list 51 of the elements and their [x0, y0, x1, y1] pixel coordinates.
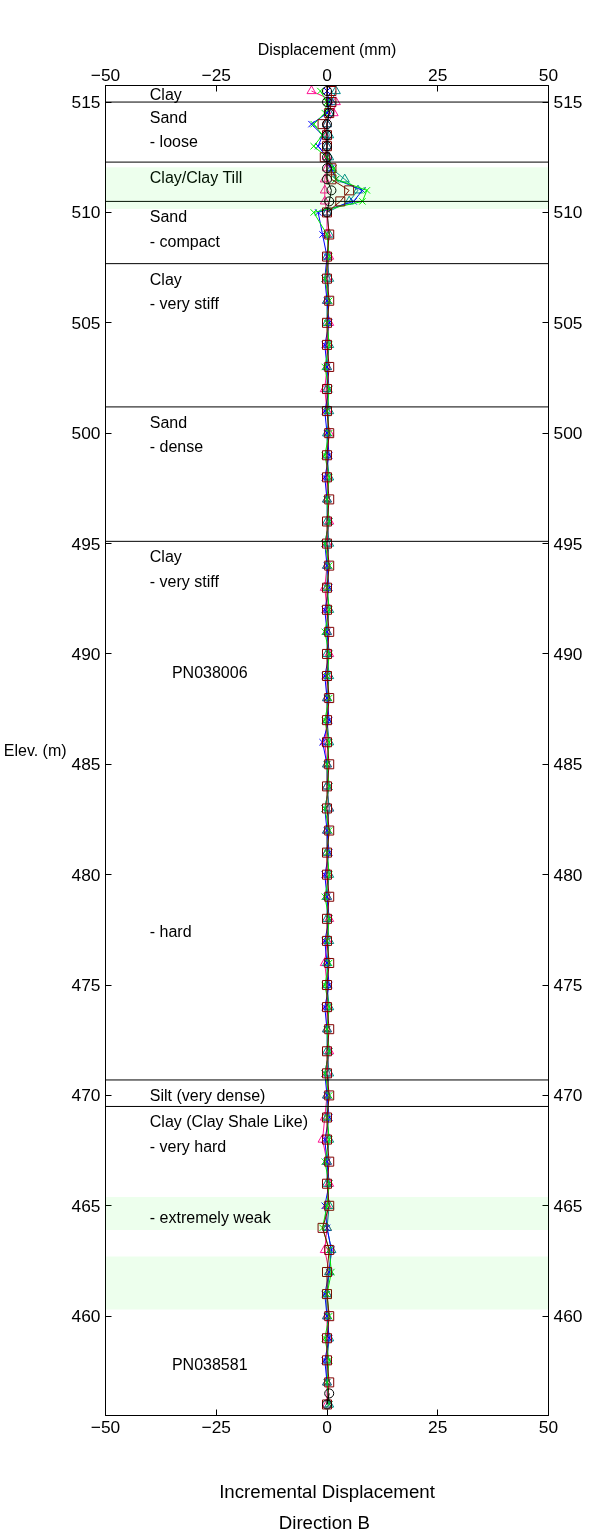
y-tick-label: 470 — [71, 1085, 101, 1106]
y2-tick-label: 480 — [553, 864, 583, 885]
y-tick-label: 500 — [71, 423, 101, 444]
ref-line-label: Clay - very stiff — [149, 270, 220, 313]
x2-tick-label: 25 — [428, 64, 448, 85]
ref-line-label: Clay (Clay Shale Like) - very hard — [149, 1113, 309, 1155]
y-tick-label: 515 — [71, 92, 101, 113]
y2-tick-label: 510 — [553, 202, 583, 223]
text: Direction B — [278, 1511, 371, 1533]
ref-line-label: Silt (very dense) — [149, 1086, 266, 1104]
ref-line-label: Clay - very stiff — [149, 548, 220, 590]
ref-line-label: Sand - compact — [149, 208, 221, 250]
ref-line-label: Sand - dense — [149, 413, 204, 456]
annotation: PN038581 — [171, 1355, 248, 1373]
x-tick-label: 0 — [322, 1416, 332, 1437]
y-tick-label: 485 — [71, 754, 101, 775]
y2-tick-label: 465 — [553, 1195, 583, 1216]
y-tick-label: 510 — [71, 202, 101, 223]
y-tick-label: 495 — [71, 533, 101, 554]
y-tick-label: 475 — [71, 975, 101, 996]
x2-tick-label: 0 — [322, 64, 332, 85]
y2-tick-label: 500 — [553, 423, 583, 444]
y-tick-label: 480 — [71, 864, 101, 885]
y-tick-label: 490 — [71, 643, 101, 664]
x2-tick-label: −50 — [90, 64, 121, 85]
y-tick-label: 505 — [71, 312, 101, 333]
y2-tick-label: 460 — [553, 1306, 583, 1327]
y2-tick-label: 505 — [553, 312, 583, 333]
ref-line-label: Sand - loose — [149, 109, 198, 151]
y2-tick-label: 515 — [553, 92, 583, 113]
ref-line-label: Clay/Clay Till — [149, 169, 243, 187]
annotation: - hard — [149, 923, 192, 941]
y-tick-label: 465 — [71, 1195, 101, 1216]
y2-tick-label: 475 — [553, 975, 583, 996]
x-tick-label: 25 — [428, 1416, 448, 1437]
x2-tick-label: −25 — [201, 64, 231, 85]
annotation: - extremely weak — [149, 1209, 272, 1227]
annotation: PN038006 — [171, 664, 248, 682]
annotation: Clay — [149, 85, 182, 103]
y-tick-label: 460 — [71, 1306, 101, 1327]
y2-tick-label: 485 — [553, 754, 583, 775]
x2-axis-title: Displacement (mm) — [257, 40, 397, 58]
x-axis-title: Incremental Displacement — [219, 1480, 436, 1502]
x-tick-label: 50 — [538, 1416, 559, 1437]
y2-tick-label: 470 — [553, 1085, 583, 1106]
x-tick-label: −25 — [201, 1416, 231, 1437]
y2-tick-label: 490 — [553, 643, 583, 664]
y2-tick-label: 495 — [553, 533, 583, 554]
x2-tick-label: 50 — [538, 64, 559, 85]
x-tick-label: −50 — [90, 1416, 121, 1437]
y-axis-title: Elev. (m) — [3, 742, 67, 759]
